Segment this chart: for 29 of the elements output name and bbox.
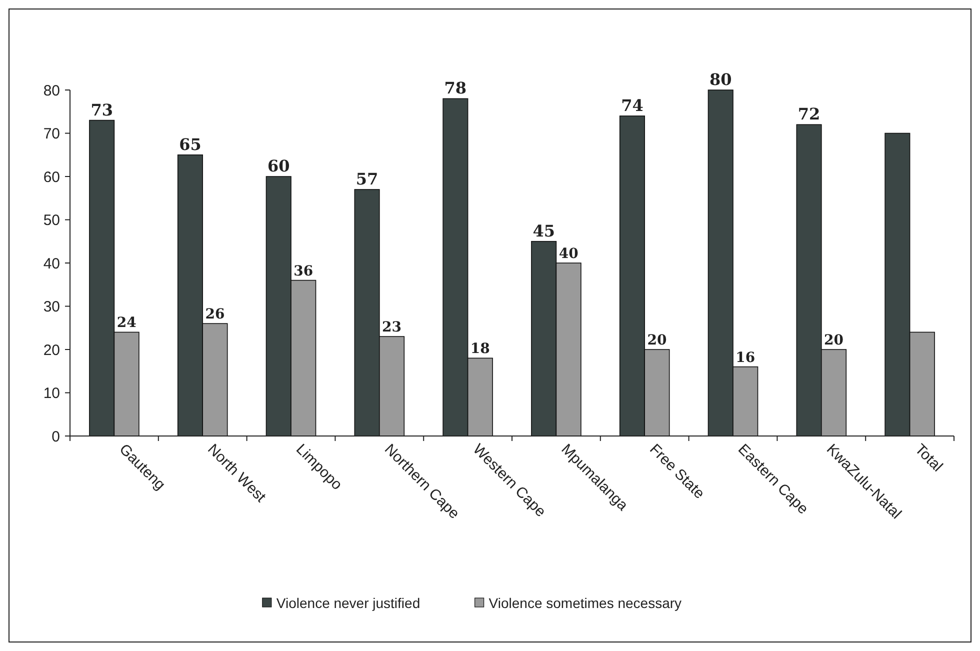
y-tick-label: 80 [43,82,60,100]
data-label: 57 [356,169,378,188]
data-label: 16 [736,350,756,366]
data-label: 45 [532,221,555,240]
data-label: 20 [647,332,667,348]
y-tick-label: 20 [43,342,60,359]
data-label: 78 [444,78,467,98]
data-label: 40 [558,246,579,262]
legend-label: Violence sometimes necessary [488,594,682,611]
data-label: 20 [824,332,844,348]
data-label: 65 [179,134,202,154]
data-label: 80 [709,70,732,89]
data-label: 74 [621,96,644,115]
data-label: 60 [267,156,290,176]
data-label: 72 [798,104,820,124]
y-tick-label: 60 [43,168,60,186]
data-label: 73 [90,100,113,120]
data-label: 23 [382,320,402,336]
data-label: 18 [470,341,490,358]
data-label: 36 [294,263,314,280]
data-label: 24 [116,315,137,332]
legend-label: Violence never justified [276,594,420,611]
y-tick-label: 70 [43,126,60,142]
y-tick-label: 40 [43,255,60,272]
y-tick-label: 0 [52,428,60,446]
y-tick-label: 50 [43,212,60,229]
y-tick-label: 30 [43,298,60,316]
y-tick-label: 10 [43,385,60,402]
data-label: 26 [205,306,225,323]
